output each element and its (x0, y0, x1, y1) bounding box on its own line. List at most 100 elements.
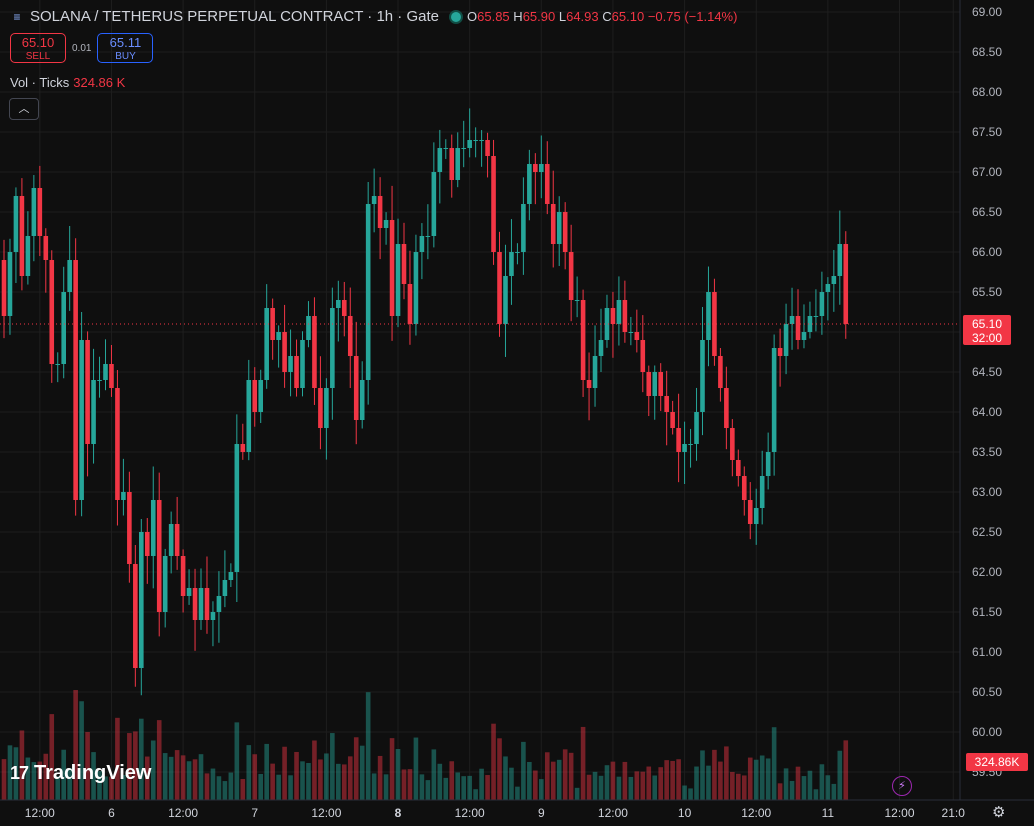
volume-bar (730, 771, 735, 800)
volume-bar (598, 775, 604, 800)
candle-body (401, 244, 407, 284)
candle-body (216, 596, 222, 612)
candle-body (282, 332, 287, 372)
lightning-icon[interactable]: ⚡ (892, 776, 912, 796)
volume-bar (497, 738, 502, 800)
volume-bar (353, 737, 359, 800)
y-tick-label: 66.00 (972, 245, 1002, 259)
candle-body (13, 196, 19, 252)
list-icon[interactable]: ≡ (13, 9, 21, 24)
volume-bar (664, 760, 669, 800)
gear-icon[interactable]: ⚙ (992, 804, 1006, 821)
volume-bar (640, 771, 646, 800)
volume-bar (467, 775, 472, 800)
candle-body (318, 388, 323, 428)
volume-bar (389, 738, 395, 800)
volume-bar (753, 759, 759, 800)
volume-bar (825, 775, 831, 800)
candle-body (228, 572, 234, 580)
volume-bar (222, 781, 228, 800)
volume-bar (634, 771, 640, 800)
candle-body (109, 364, 114, 388)
symbol-title[interactable]: SOLANA / TETHERUS PERPETUAL CONTRACT · 1… (30, 8, 439, 25)
volume-bar (539, 779, 544, 800)
volume-bar (616, 776, 622, 800)
candle-body (162, 556, 168, 612)
y-tick-label: 62.00 (972, 565, 1002, 579)
candle-body (652, 372, 658, 396)
volume-bar (807, 770, 813, 800)
volume-bar (264, 743, 269, 800)
candle-body (646, 372, 652, 396)
volume-bar (49, 714, 55, 800)
candle-body (103, 364, 108, 380)
y-tick-label: 67.00 (972, 165, 1002, 179)
x-tick-label: 6 (108, 806, 115, 820)
x-tick-label: 12:00 (455, 806, 485, 820)
chevron-up-icon[interactable]: ︿ (9, 98, 39, 120)
x-tick-label: 8 (395, 806, 402, 820)
y-tick-label: 62.50 (972, 525, 1002, 539)
candle-body (264, 308, 269, 380)
volume-bar (724, 746, 729, 800)
candle-body (592, 356, 598, 388)
last-price-badge (963, 315, 1011, 345)
y-tick-label: 65.50 (972, 285, 1002, 299)
volume-bar (503, 756, 508, 800)
candle-body (741, 476, 747, 500)
volume-bar (395, 748, 401, 800)
candle-body (634, 332, 640, 340)
volume-bar (676, 759, 681, 800)
candle-body (395, 244, 401, 316)
y-tick-label: 67.50 (972, 125, 1002, 139)
x-tick-label: 11 (822, 806, 835, 820)
candle-body (443, 148, 449, 149)
candle-body (622, 300, 628, 332)
volume-bar (55, 776, 61, 800)
candle-body (765, 452, 771, 476)
volume-badge-text: 324.86K (975, 755, 1020, 769)
volume-bar (312, 740, 317, 800)
candle-body (252, 380, 258, 412)
volume-legend[interactable]: Vol · Ticks 324.86 K (10, 75, 126, 90)
time-axis: 12:00 6 12:00 7 12:00 8 12:00 9 12:00 10 12:00 11 12… (0, 799, 1034, 820)
candle-body (485, 140, 490, 156)
volume-bar (431, 749, 437, 800)
candle-body (825, 284, 831, 292)
volume-bar (646, 766, 652, 800)
volume-bar (97, 771, 102, 800)
volume-bar (365, 692, 371, 800)
volume-bar (765, 758, 771, 800)
candle-body (521, 204, 526, 252)
volume-bar (521, 741, 526, 800)
volume-bar (586, 774, 592, 800)
volume-bar (473, 789, 478, 800)
buy-button[interactable]: 65.11 BUY (97, 33, 154, 63)
candle-body (718, 356, 723, 388)
candle-body (664, 396, 669, 412)
candle-body (300, 340, 305, 388)
volume-bar (801, 776, 807, 800)
y-tick-label: 60.00 (972, 725, 1002, 739)
candle-body (568, 252, 574, 300)
candle-body (79, 340, 84, 500)
volume-bar (127, 733, 132, 800)
volume-bar (795, 766, 801, 800)
volume-bar (819, 764, 825, 800)
candle-body (694, 412, 699, 444)
sell-button[interactable]: 65.10 SELL (10, 33, 66, 63)
candle-body (192, 588, 198, 620)
candle-body (407, 284, 413, 324)
volume-bar (682, 785, 687, 800)
volume-bar (31, 762, 37, 800)
volume-bar (443, 777, 449, 800)
candle-body (831, 276, 837, 284)
y-tick-label: 64.50 (972, 365, 1002, 379)
x-tick-label: 7 (251, 806, 258, 820)
volume-bar (485, 775, 490, 800)
volume-bar (258, 773, 264, 800)
candle-body (467, 140, 472, 148)
volume-bar (150, 740, 156, 800)
candle-body (604, 308, 610, 340)
